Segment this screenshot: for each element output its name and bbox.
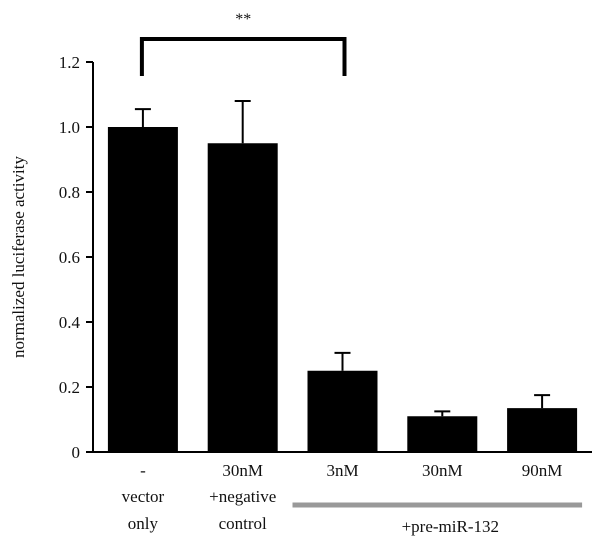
y-ticks: 0 0.2 0.4 0.6 0.8 1.0 1.2 (59, 53, 93, 462)
x-category-label: +negative (209, 487, 276, 506)
x-category-label: - (140, 461, 146, 480)
x-category-label: 30nM (422, 461, 463, 480)
y-tick-label: 0.4 (59, 313, 81, 332)
significance-bracket (139, 37, 347, 76)
y-tick-label: 1.0 (59, 118, 80, 137)
significance-annotation: ** (139, 11, 347, 76)
y-tick-label: 0 (72, 443, 81, 462)
x-category-label: 30nM (222, 461, 263, 480)
group-label: +pre-miR-132 (402, 517, 499, 536)
bar (407, 416, 478, 452)
x-category-label: 90nM (522, 461, 563, 480)
x-category-label: only (128, 514, 159, 533)
x-category-labels: - vector only 30nM +negative control 3nM 30nM 90… (122, 461, 563, 533)
y-axis-title: normalized luciferase activity (9, 155, 28, 358)
y-axis: 0 0.2 0.4 0.6 0.8 1.0 1.2 normalized luciferas… (9, 53, 94, 462)
bar (507, 408, 578, 452)
bar (207, 143, 278, 452)
bars (107, 100, 578, 452)
y-tick-label: 0.6 (59, 248, 80, 267)
y-tick-label: 1.2 (59, 53, 80, 72)
x-category-label: vector (122, 487, 165, 506)
bar (307, 370, 378, 452)
group-annotation: +pre-miR-132 (292, 502, 583, 536)
bar (107, 127, 178, 452)
y-tick-label: 0.2 (59, 378, 80, 397)
significance-label: ** (235, 11, 251, 28)
x-category-label: 3nM (326, 461, 358, 480)
x-category-label: control (219, 514, 267, 533)
y-tick-label: 0.8 (59, 183, 80, 202)
